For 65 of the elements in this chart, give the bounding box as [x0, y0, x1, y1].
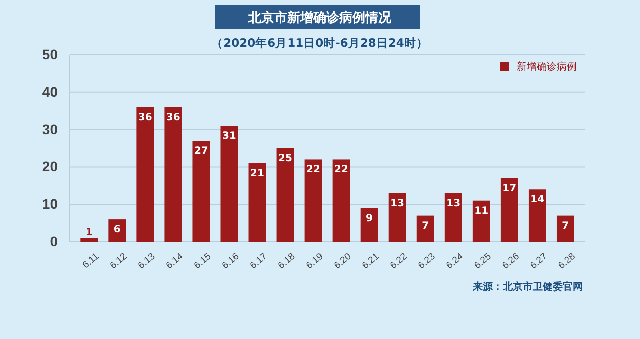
- bar: [416, 216, 434, 242]
- y-tick-label: 20: [42, 158, 58, 175]
- bar: [304, 160, 322, 242]
- x-tick-label: 6.18: [276, 251, 298, 272]
- x-tick-label: 6.15: [192, 251, 214, 272]
- bar: [80, 238, 98, 242]
- title-banner: 北京市新增确诊病例情况: [215, 5, 420, 29]
- x-tick-label: 6.28: [556, 251, 578, 272]
- bar: [220, 126, 238, 242]
- x-tick-label: 6.12: [108, 251, 130, 272]
- bar: [248, 163, 266, 242]
- data-label: 7: [422, 220, 430, 232]
- x-tick-label: 6.26: [500, 251, 522, 272]
- data-label: 11: [474, 206, 489, 217]
- chart-title: 北京市新增确诊病例情况: [248, 10, 392, 26]
- data-label: 21: [250, 168, 264, 180]
- x-tick-label: 6.11: [80, 251, 102, 272]
- chart-subtitle: （2020年6月11日0时-6月28日24时）: [212, 36, 428, 50]
- x-tick-label: 6.22: [388, 251, 410, 272]
- bar: [444, 193, 462, 242]
- y-tick-label: 30: [42, 121, 58, 138]
- bar: [360, 208, 378, 242]
- x-tick-label: 6.24: [444, 251, 466, 272]
- y-tick-label: 40: [42, 84, 58, 100]
- y-tick-label: 10: [42, 196, 58, 212]
- bar: [192, 141, 210, 242]
- bar: [472, 200, 490, 242]
- data-label: 31: [222, 131, 236, 142]
- bar: [500, 178, 518, 242]
- data-label: 13: [390, 198, 405, 210]
- data-label: 9: [366, 213, 374, 224]
- data-label: 27: [194, 146, 208, 158]
- data-label: 6: [114, 224, 121, 236]
- data-label: 36: [138, 112, 152, 124]
- bar: [388, 193, 406, 242]
- x-tick-label: 6.17: [248, 251, 270, 272]
- data-label: 17: [502, 183, 517, 194]
- x-tick-label: 6.16: [220, 251, 242, 272]
- data-label: 36: [166, 112, 180, 124]
- data-label: 25: [278, 154, 292, 164]
- bar: [276, 148, 294, 242]
- x-tick-label: 6.19: [304, 251, 326, 272]
- data-label: 22: [334, 164, 349, 176]
- x-tick-label: 6.21: [360, 251, 382, 272]
- bar: [108, 220, 126, 242]
- bar: [528, 190, 546, 242]
- x-tick-label: 6.14: [164, 251, 186, 272]
- x-tick-label: 6.23: [416, 251, 438, 272]
- y-tick-label: 0: [50, 233, 58, 250]
- x-tick-label: 6.25: [472, 251, 494, 272]
- y-tick-label: 50: [42, 46, 58, 62]
- bar: [332, 160, 350, 242]
- data-label: 22: [306, 164, 320, 176]
- legend-label: 新增确诊病例: [517, 61, 577, 73]
- x-tick-label: 6.20: [332, 251, 354, 272]
- bar: [164, 107, 182, 242]
- x-tick-label: 6.27: [528, 251, 550, 272]
- data-label: 1: [86, 227, 93, 238]
- x-tick-label: 6.13: [136, 251, 158, 272]
- data-label: 14: [530, 194, 545, 206]
- data-label: 7: [562, 220, 570, 232]
- data-label: 13: [446, 198, 461, 210]
- source-note: 来源：北京市卫健委官网: [472, 281, 583, 293]
- bar: [136, 107, 154, 242]
- bar: [556, 216, 574, 242]
